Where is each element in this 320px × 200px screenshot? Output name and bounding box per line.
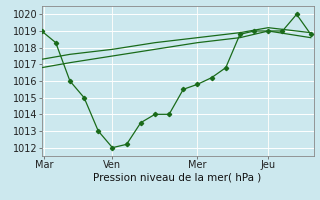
X-axis label: Pression niveau de la mer( hPa ): Pression niveau de la mer( hPa ) — [93, 173, 262, 183]
